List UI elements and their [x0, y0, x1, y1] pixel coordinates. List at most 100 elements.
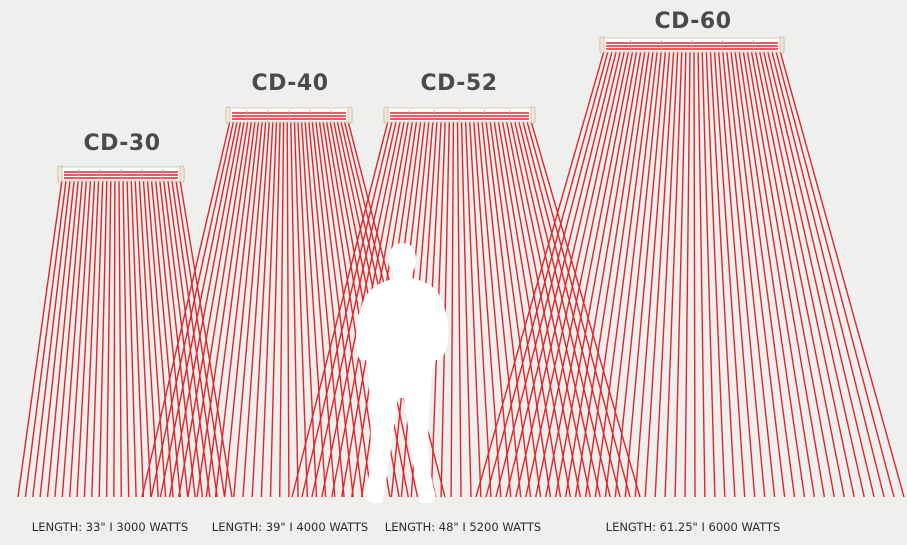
heat-beam-line — [175, 179, 226, 498]
heat-beam-line — [214, 120, 260, 498]
heat-beam-line — [69, 179, 92, 498]
heat-beam-line — [473, 120, 502, 498]
heater-end-cap — [779, 36, 785, 54]
heat-beam-line — [318, 120, 373, 498]
heat-beam-line — [684, 50, 691, 498]
heat-beam-line — [130, 179, 145, 498]
spec-label-cd40: LENGTH: 39" I 4000 WATTS — [212, 520, 368, 534]
heat-beam-line — [301, 120, 393, 498]
spec-labels: LENGTH: 33" I 3000 WATTS LENGTH: 39" I 4… — [32, 520, 781, 534]
heat-beam-line — [501, 120, 572, 498]
spec-label-cd60: LENGTH: 61.25" I 6000 WATTS — [606, 520, 781, 534]
heat-beam-line — [594, 50, 654, 498]
heat-beam-line — [754, 50, 845, 498]
heat-beam-line — [159, 179, 196, 498]
heat-beam-line — [32, 179, 71, 498]
heat-beam-line — [726, 50, 776, 498]
heat-beam-line — [279, 120, 285, 498]
heat-beam-line — [604, 50, 658, 498]
model-title-cd40: CD-40 — [251, 71, 328, 96]
heat-beam-line — [308, 120, 345, 498]
heater-end-cap — [225, 106, 231, 124]
heat-beam-line — [233, 120, 267, 498]
heat-beam-line — [39, 179, 75, 498]
heat-beam-line — [242, 120, 270, 498]
heat-beam-line — [514, 120, 601, 498]
heat-beam-line — [300, 120, 327, 498]
heat-beam-line — [485, 120, 532, 498]
heat-beam-line — [481, 120, 522, 498]
heater-unit-cd60 — [599, 36, 785, 54]
model-titles: CD-30 CD-40 CD-52 CD-60 — [83, 9, 731, 156]
heat-beam-line — [460, 120, 472, 498]
heat-beam-line — [178, 120, 245, 498]
heat-beam-line — [291, 120, 389, 498]
heat-beam-line — [505, 50, 617, 498]
heat-beam-line — [493, 120, 552, 498]
heat-beam-line — [705, 50, 726, 498]
heat-beam-line — [141, 120, 231, 498]
heat-beam-line — [475, 50, 605, 498]
heater-unit-cd52 — [383, 106, 536, 124]
heat-beam-line — [91, 179, 104, 498]
heater-end-cap — [383, 106, 389, 124]
heat-beam-line — [105, 179, 112, 498]
heater-unit-cd30 — [57, 165, 185, 183]
heat-beam-line — [98, 179, 108, 498]
heat-beam-line — [167, 179, 211, 498]
heat-beam-line — [440, 120, 450, 498]
heat-beam-line — [564, 50, 642, 498]
heat-beams-cd40 — [141, 120, 446, 498]
heat-beam-line — [311, 120, 354, 498]
heat-beam-line — [142, 179, 167, 498]
heater-end-cap — [57, 165, 63, 183]
heat-beam-line — [750, 50, 835, 498]
heat-beam-line — [485, 50, 609, 498]
heater-end-cap — [599, 36, 605, 54]
heat-beam-line — [304, 120, 336, 498]
heat-beam-line — [624, 50, 667, 498]
heat-beam-line — [450, 120, 455, 498]
heat-beam-line — [535, 50, 630, 498]
heat-beam-line — [489, 120, 542, 498]
heat-beam-line — [693, 50, 696, 498]
heat-beam-line — [779, 50, 905, 498]
heat-beam-line — [495, 50, 613, 498]
heat-beam-line — [456, 120, 462, 498]
model-title-cd30: CD-30 — [83, 131, 160, 156]
heat-beam-line — [118, 179, 122, 498]
heat-beam-line — [664, 50, 683, 498]
heat-beam-line — [46, 179, 79, 498]
heat-beam-line — [76, 179, 96, 498]
heat-beam-line — [644, 50, 675, 498]
heat-beam-line — [171, 179, 218, 498]
heat-beam-line — [154, 179, 189, 498]
heat-beam-line — [697, 50, 706, 498]
heat-beam-line — [584, 50, 650, 498]
heat-beam-line — [709, 50, 736, 498]
spec-label-cd30: LENGTH: 33" I 3000 WATTS — [32, 520, 188, 534]
heater-end-cap — [530, 106, 536, 124]
heat-beam-line — [614, 50, 662, 498]
heat-beam-line — [738, 50, 806, 498]
heat-beam-line — [54, 179, 83, 498]
heat-beam-line — [311, 120, 397, 498]
heater-unit-cd40 — [225, 106, 353, 124]
heat-beam-line — [150, 120, 235, 498]
heat-beam-line — [251, 120, 274, 498]
heat-beam-line — [286, 120, 290, 498]
heat-beam-line — [767, 50, 875, 498]
heat-beams-cd60 — [475, 50, 905, 498]
heat-beam-line — [654, 50, 679, 498]
heat-beam-line — [742, 50, 816, 498]
heat-beam-line — [762, 50, 865, 498]
heat-beam-line — [168, 120, 242, 498]
heat-beam-line — [205, 120, 256, 498]
heat-beam-line — [290, 120, 299, 498]
heat-beam-line — [509, 120, 591, 498]
heat-beam-line — [730, 50, 786, 498]
heat-beam-line — [746, 50, 826, 498]
heat-beam-line — [464, 120, 482, 498]
heat-beam-line — [701, 50, 716, 498]
